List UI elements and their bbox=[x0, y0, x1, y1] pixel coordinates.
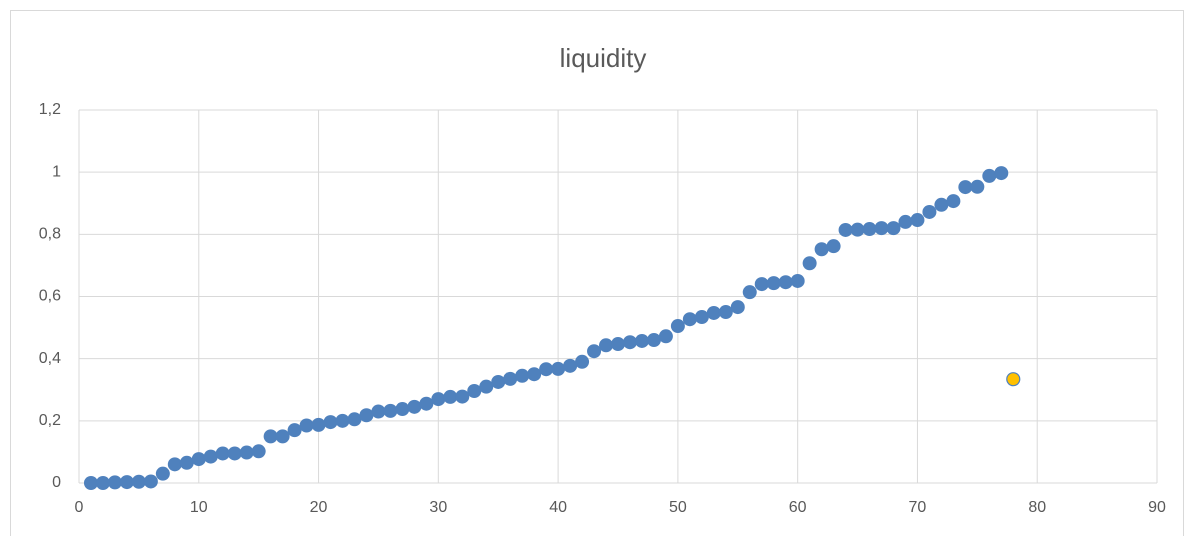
x-tick-label: 50 bbox=[669, 499, 687, 516]
point bbox=[1006, 372, 1021, 387]
point bbox=[611, 337, 625, 352]
x-tick-label: 70 bbox=[909, 499, 927, 516]
y-tick-label: 0 bbox=[52, 474, 61, 491]
point bbox=[682, 312, 697, 327]
point bbox=[443, 389, 458, 404]
y-tick-label: 0,6 bbox=[39, 288, 61, 305]
point bbox=[622, 335, 637, 350]
point bbox=[814, 242, 829, 257]
x-tick-label: 90 bbox=[1148, 499, 1166, 516]
point bbox=[551, 361, 566, 376]
point bbox=[155, 466, 170, 481]
y-tick-label: 0,2 bbox=[39, 412, 61, 429]
point bbox=[539, 362, 554, 377]
point bbox=[862, 222, 877, 237]
point bbox=[563, 358, 578, 373]
x-tick-label: 60 bbox=[789, 499, 807, 516]
point bbox=[742, 285, 757, 300]
point bbox=[395, 402, 410, 417]
point bbox=[335, 413, 350, 428]
point bbox=[587, 344, 602, 359]
point bbox=[107, 475, 122, 490]
x-tick-label: 40 bbox=[549, 499, 567, 516]
point bbox=[730, 300, 745, 315]
x-tick-label: 10 bbox=[190, 499, 208, 516]
point bbox=[167, 457, 182, 472]
point bbox=[227, 446, 242, 461]
point bbox=[383, 403, 398, 418]
point bbox=[119, 475, 134, 490]
point bbox=[479, 379, 494, 394]
point bbox=[874, 221, 889, 236]
point bbox=[946, 194, 961, 209]
x-tick-label: 20 bbox=[310, 499, 328, 516]
x-tick-label: 80 bbox=[1028, 499, 1046, 516]
point bbox=[658, 329, 673, 344]
point bbox=[203, 449, 218, 464]
point bbox=[790, 273, 805, 288]
point bbox=[802, 256, 817, 271]
point bbox=[694, 310, 709, 325]
point bbox=[299, 418, 314, 433]
point bbox=[706, 305, 721, 320]
point bbox=[515, 368, 530, 383]
point bbox=[143, 474, 158, 489]
point bbox=[251, 444, 266, 459]
point bbox=[419, 396, 434, 411]
point bbox=[778, 275, 793, 290]
point bbox=[575, 354, 590, 369]
point bbox=[431, 392, 446, 407]
chart-title: liquidity bbox=[560, 43, 647, 73]
point bbox=[718, 305, 733, 320]
point bbox=[826, 239, 841, 254]
point bbox=[263, 429, 278, 444]
x-tick-label: 30 bbox=[429, 499, 447, 516]
point bbox=[407, 399, 422, 414]
point bbox=[766, 276, 781, 291]
point bbox=[191, 452, 206, 467]
point bbox=[670, 319, 685, 334]
x-tick-label: 0 bbox=[75, 499, 84, 516]
point bbox=[634, 333, 649, 348]
point bbox=[958, 180, 973, 195]
point bbox=[275, 429, 290, 444]
point bbox=[371, 404, 386, 419]
y-tick-label: 1 bbox=[52, 163, 61, 180]
point bbox=[467, 383, 482, 398]
point bbox=[970, 179, 985, 194]
point bbox=[922, 204, 937, 219]
point bbox=[910, 213, 925, 228]
point bbox=[994, 166, 1009, 181]
point bbox=[215, 446, 230, 461]
point bbox=[599, 338, 614, 353]
y-tick-label: 1,2 bbox=[39, 101, 61, 118]
point bbox=[503, 371, 518, 386]
point bbox=[239, 445, 254, 460]
point bbox=[886, 221, 901, 236]
y-tick-label: 0,8 bbox=[39, 226, 61, 243]
point bbox=[179, 455, 194, 470]
point bbox=[323, 415, 338, 430]
point bbox=[95, 476, 110, 490]
point bbox=[359, 408, 374, 423]
point bbox=[347, 412, 362, 427]
point bbox=[491, 374, 506, 389]
point bbox=[898, 214, 913, 229]
point bbox=[646, 333, 661, 348]
point bbox=[982, 168, 997, 183]
point bbox=[83, 476, 98, 490]
point bbox=[850, 222, 865, 237]
point bbox=[455, 389, 470, 404]
point bbox=[838, 222, 853, 237]
y-tick-label: 0,4 bbox=[39, 350, 61, 367]
point bbox=[527, 367, 542, 382]
point bbox=[934, 197, 949, 212]
point bbox=[754, 277, 769, 292]
chart-frame bbox=[10, 10, 1184, 536]
point bbox=[311, 417, 326, 432]
point bbox=[131, 474, 146, 489]
point bbox=[287, 423, 302, 438]
